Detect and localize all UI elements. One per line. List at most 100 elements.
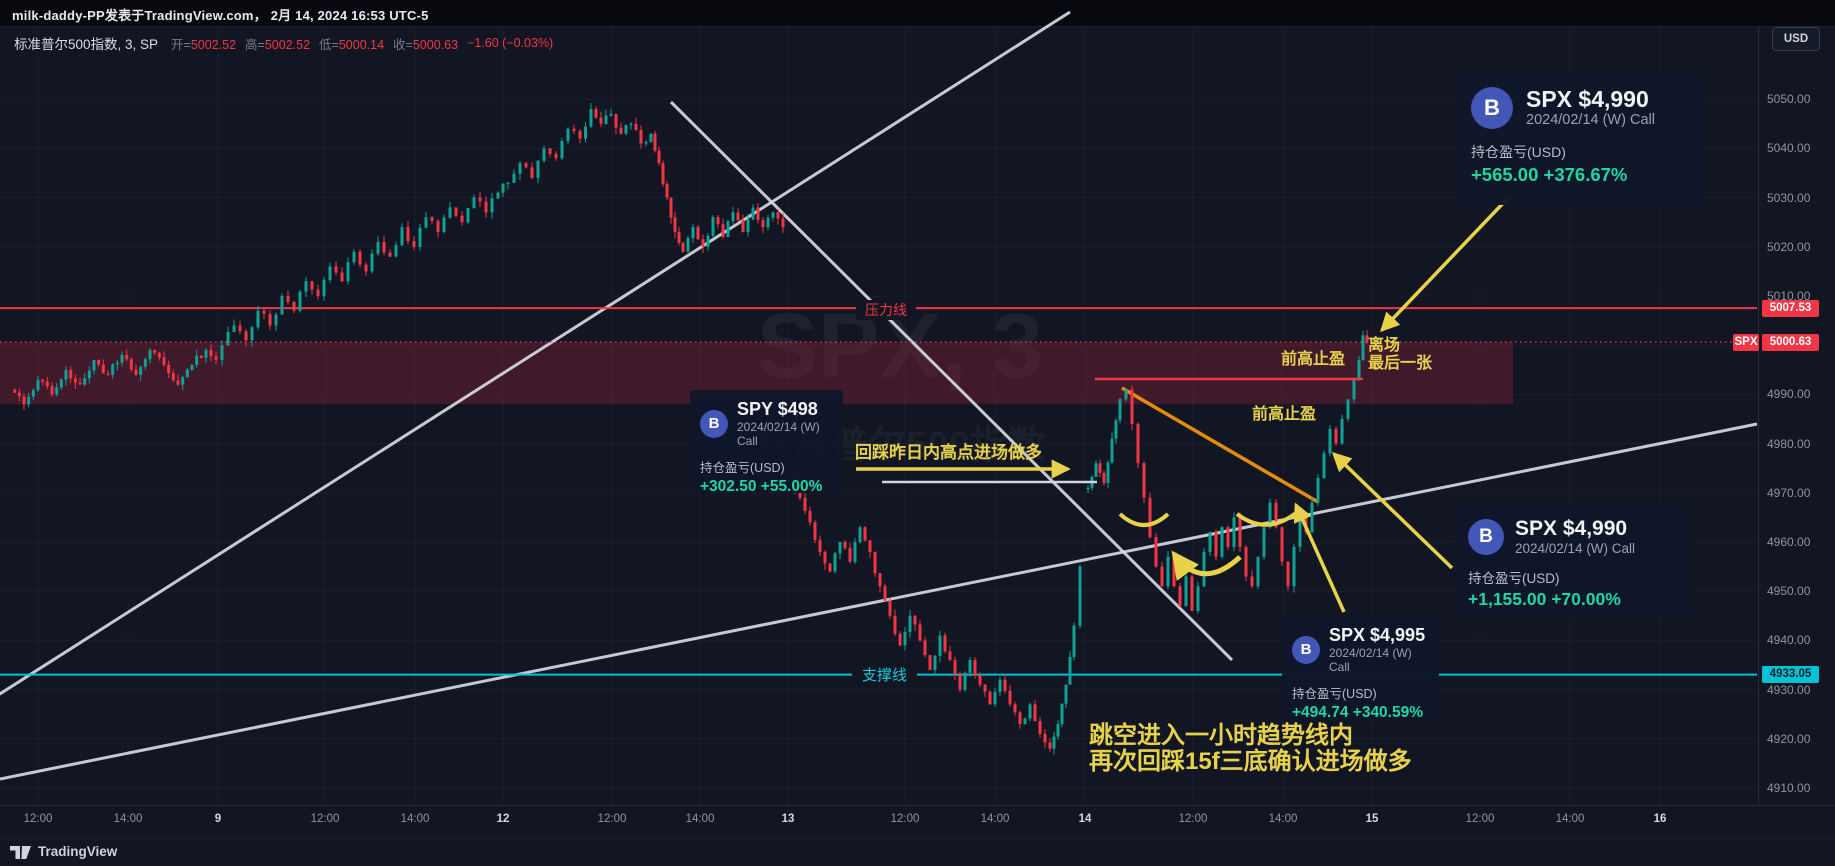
exit-note-line1: 离场 [1368, 337, 1401, 354]
exit-arrow[interactable] [1380, 196, 1510, 333]
price-tick-label: 4950.00 [1767, 584, 1811, 599]
callout-subtitle: 2024/02/14 (W) Call [1515, 541, 1636, 557]
price-axis[interactable] [1758, 26, 1759, 805]
currency-usd-button[interactable]: USD [1772, 27, 1820, 51]
time-tick-label: 14:00 [685, 813, 715, 825]
time-tick-day-label: 14 [1078, 813, 1092, 825]
symbol-legend[interactable]: 标准普尔500指数, 3, SP 开=5002.52 高=5002.52 低=5… [14, 33, 553, 53]
tradingview-logo-link[interactable]: TradingView [10, 843, 117, 860]
time-tick-label: 14:00 [400, 813, 430, 825]
time-tick-day-label: 13 [781, 813, 795, 825]
price-badge-5007.53: 5007.53 [1762, 299, 1819, 317]
callout-title: SPX $4,990 [1526, 86, 1649, 112]
snapshot-header: milk-daddy-PP发表于TradingView.com， 2月 14, … [0, 0, 1835, 27]
time-tick-label: 12:00 [1178, 813, 1208, 825]
price-tick-label: 4990.00 [1767, 387, 1811, 402]
tradingview-logo-icon [10, 846, 31, 859]
pl-label: 持仓盈亏(USD) [1292, 687, 1377, 702]
exit-note-line2: 最后一张 [1368, 355, 1433, 373]
price-tick-label: 4970.00 [1767, 485, 1811, 500]
symbol-title: 标准普尔500指数, 3, SP [14, 37, 159, 52]
exit-note[interactable]: 离场 最后一张 [1368, 337, 1432, 373]
rising-trendline-hourly[interactable] [0, 422, 1758, 781]
take-profit-note-1[interactable]: 前高止盈 [1281, 351, 1346, 368]
price-tick-label: 5010.00 [1767, 289, 1811, 303]
strategy-note-line2: 再次回踩15f三底确认进场做多 [1089, 748, 1412, 776]
callout-header: B SPX $4,990 2024/02/14 (W) Call [1455, 74, 1705, 130]
trade-callout-spx-4990-right[interactable]: B SPX $4,990 2024/02/14 (W) Call 持仓盈亏(US… [1455, 507, 1692, 618]
price-tick-label: 4980.00 [1767, 436, 1811, 451]
callout-header: B SPX $4,990 2024/02/14 (W) Call [1455, 507, 1692, 557]
rising-trendline-steep[interactable] [0, 10, 1071, 697]
pl-value: +565.00 +376.67% [1471, 163, 1628, 185]
pl-value: +494.74 +340.59% [1292, 704, 1424, 722]
time-tick-label: 12:00 [597, 813, 627, 825]
time-tick-label: 14:00 [113, 813, 143, 825]
trade-callout-spy-498[interactable]: B SPY $498 2024/02/14 (W) Call 持仓盈亏(USD)… [690, 390, 843, 495]
price-tick-label: 5030.00 [1767, 190, 1811, 205]
bottom-arc-3[interactable] [1171, 550, 1242, 581]
buy-badge-icon: B [700, 409, 728, 438]
time-tick-label: 14:00 [1555, 813, 1585, 825]
time-tick-day-label: 9 [214, 813, 222, 825]
footer-divider [0, 838, 1835, 839]
bottom-arc-1[interactable] [1118, 512, 1170, 527]
ohlc-low: 低=5000.14 [319, 37, 385, 52]
time-tick-day-label: 16 [1653, 813, 1667, 825]
take-profit-note-2[interactable]: 前高止盈 [1252, 406, 1317, 423]
entry-arrow-right[interactable] [1331, 451, 1454, 570]
price-tick-label: 5040.00 [1767, 141, 1811, 156]
time-tick-label: 12:00 [23, 813, 53, 825]
time-axis[interactable] [0, 805, 1835, 806]
callout-title: SPY $498 [737, 399, 818, 419]
horizontal-segments[interactable] [882, 377, 1363, 484]
bottom-arc-2[interactable] [1235, 511, 1298, 527]
price-badge-5000.63: 5000.63 [1762, 333, 1819, 351]
ohlc-open: 开=5002.52 [171, 37, 237, 52]
time-tick-label: 14:00 [980, 813, 1010, 825]
falling-trendline[interactable] [669, 100, 1234, 662]
time-tick-label: 12:00 [890, 813, 920, 825]
price-tick-label: 4920.00 [1767, 731, 1811, 746]
time-tick-day-label: 15 [1365, 813, 1379, 825]
time-tick-day-label: 12 [496, 813, 510, 825]
pl-label: 持仓盈亏(USD) [1468, 571, 1560, 587]
price-tick-label: 5050.00 [1767, 92, 1811, 107]
price-tick-label: 4960.00 [1767, 535, 1811, 549]
time-tick-label: 12:00 [1465, 813, 1495, 825]
pl-label: 持仓盈亏(USD) [700, 461, 785, 476]
buy-badge-icon: B [1468, 519, 1504, 556]
support-line-label[interactable]: 支撑线 [852, 664, 918, 685]
callout-title: SPX $4,990 [1515, 517, 1628, 540]
callout-subtitle: 2024/02/14 (W) Call [1526, 112, 1655, 129]
strategy-note[interactable]: 跳空进入一小时趋势线内 再次回踩15f三底确认进场做多 [1089, 722, 1412, 776]
ohlc-high: 高=5002.52 [245, 37, 311, 52]
callout-header: B SPX $4,995 2024/02/14 (W) Call [1282, 616, 1439, 674]
time-tick-label: 12:00 [310, 813, 340, 825]
price-tick-label: 4910.00 [1767, 781, 1811, 795]
buy-badge-icon: B [1292, 635, 1320, 664]
trade-callout-spx-4995[interactable]: B SPX $4,995 2024/02/14 (W) Call 持仓盈亏(US… [1282, 616, 1439, 721]
pl-label: 持仓盈亏(USD) [1471, 143, 1566, 160]
callout-header: B SPY $498 2024/02/14 (W) Call [690, 390, 843, 448]
price-tick-label: 4930.00 [1767, 682, 1811, 697]
trade-callout-spx-4990-top[interactable]: B SPX $4,990 2024/02/14 (W) Call 持仓盈亏(US… [1455, 74, 1705, 205]
callout-title: SPX $4,995 [1329, 625, 1426, 645]
pl-value: +1,155.00 +70.00% [1468, 589, 1621, 610]
ohlc-close: 收=5000.63 [393, 37, 459, 52]
tradingview-wordmark: TradingView [38, 844, 118, 859]
callout-subtitle: 2024/02/14 (W) Call [737, 419, 820, 449]
price-tick-label: 5020.00 [1767, 239, 1811, 254]
price-badge-symbol: SPX [1733, 333, 1759, 351]
resistance-line-label[interactable]: 压力线 [856, 300, 916, 320]
trend-lines[interactable] [0, 10, 1758, 781]
annotation-arrows[interactable] [856, 196, 1510, 613]
time-tick-label: 14:00 [1268, 813, 1298, 825]
ohlc-change: −1.60 (−0.03%) [467, 36, 554, 50]
price-badge-support: 4933.05 [1762, 666, 1819, 684]
entry-arrow-bottom[interactable] [1293, 502, 1346, 613]
callout-subtitle: 2024/02/14 (W) Call [1329, 645, 1412, 675]
orange-downtrend-line[interactable] [1121, 386, 1319, 504]
strategy-note-line1: 跳空进入一小时趋势线内 [1089, 722, 1353, 749]
pullback-entry-note[interactable]: 回踩昨日内高点进场做多 [855, 443, 1042, 462]
